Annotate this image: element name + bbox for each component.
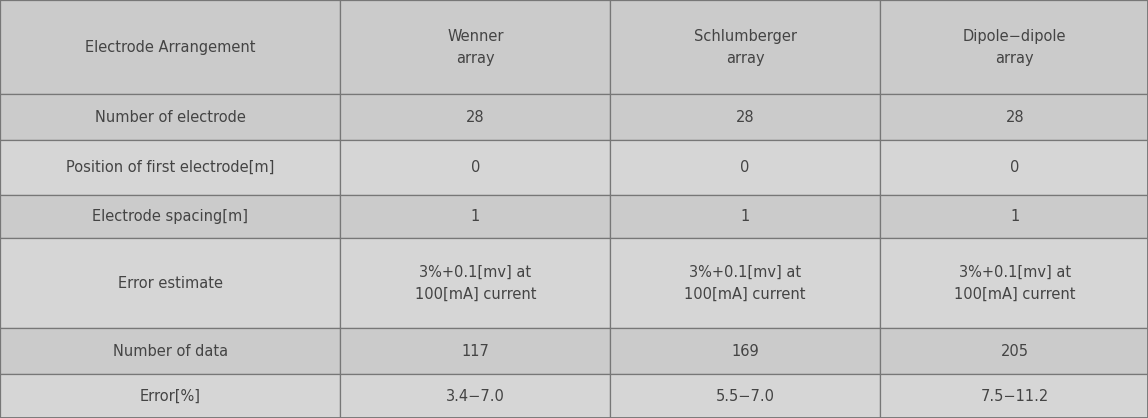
- Bar: [0, 140, 340, 195]
- Text: 169: 169: [731, 344, 759, 359]
- Bar: [611, 140, 879, 195]
- Bar: [611, 195, 879, 238]
- Bar: [879, 140, 1148, 195]
- Bar: [611, 328, 879, 374]
- Text: 28: 28: [466, 110, 484, 125]
- Bar: [611, 94, 879, 140]
- Bar: [0, 94, 340, 140]
- Text: 28: 28: [736, 110, 754, 125]
- Text: Error estimate: Error estimate: [118, 276, 223, 291]
- Text: 1: 1: [1010, 209, 1019, 224]
- Bar: [0, 374, 340, 418]
- Bar: [0, 0, 340, 94]
- Text: Error[%]: Error[%]: [140, 389, 201, 404]
- Bar: [879, 374, 1148, 418]
- Bar: [0, 328, 340, 374]
- Bar: [879, 238, 1148, 328]
- Text: Number of electrode: Number of electrode: [95, 110, 246, 125]
- Text: Dipole−dipole
array: Dipole−dipole array: [963, 28, 1066, 66]
- Bar: [611, 374, 879, 418]
- Bar: [611, 238, 879, 328]
- Text: Electrode Arrangement: Electrode Arrangement: [85, 40, 256, 55]
- Bar: [879, 195, 1148, 238]
- Bar: [340, 328, 611, 374]
- Bar: [340, 0, 611, 94]
- Text: 1: 1: [740, 209, 750, 224]
- Bar: [611, 0, 879, 94]
- Text: 0: 0: [740, 160, 750, 175]
- Bar: [340, 238, 611, 328]
- Text: 3%+0.1[mv] at
100[mA] current: 3%+0.1[mv] at 100[mA] current: [954, 265, 1076, 302]
- Text: 5.5−7.0: 5.5−7.0: [715, 389, 775, 404]
- Text: 1: 1: [471, 209, 480, 224]
- Bar: [340, 374, 611, 418]
- Text: 3%+0.1[mv] at
100[mA] current: 3%+0.1[mv] at 100[mA] current: [414, 265, 536, 302]
- Text: Number of data: Number of data: [113, 344, 227, 359]
- Text: 205: 205: [1001, 344, 1029, 359]
- Text: 117: 117: [461, 344, 489, 359]
- Text: 0: 0: [1010, 160, 1019, 175]
- Text: Electrode spacing[m]: Electrode spacing[m]: [92, 209, 248, 224]
- Text: 28: 28: [1006, 110, 1024, 125]
- Bar: [0, 238, 340, 328]
- Bar: [340, 195, 611, 238]
- Text: 0: 0: [471, 160, 480, 175]
- Bar: [340, 94, 611, 140]
- Bar: [0, 195, 340, 238]
- Bar: [340, 140, 611, 195]
- Bar: [879, 94, 1148, 140]
- Text: Schlumberger
array: Schlumberger array: [693, 28, 797, 66]
- Text: Position of first electrode[m]: Position of first electrode[m]: [65, 160, 274, 175]
- Text: Wenner
array: Wenner array: [447, 28, 504, 66]
- Text: 3.4−7.0: 3.4−7.0: [445, 389, 505, 404]
- Text: 3%+0.1[mv] at
100[mA] current: 3%+0.1[mv] at 100[mA] current: [684, 265, 806, 302]
- Bar: [879, 0, 1148, 94]
- Bar: [879, 328, 1148, 374]
- Text: 7.5−11.2: 7.5−11.2: [980, 389, 1049, 404]
